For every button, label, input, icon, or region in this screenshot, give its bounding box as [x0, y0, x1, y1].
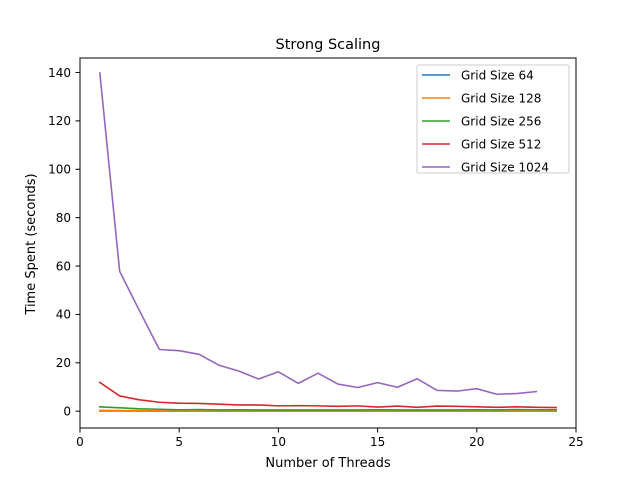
- chart-title: Strong Scaling: [276, 37, 381, 53]
- legend: Grid Size 64 Grid Size 128 Grid Size 256 Gr…: [417, 65, 569, 175]
- legend-label-3: Grid Size 256: [461, 115, 541, 129]
- legend-label-5: Grid Size 1024: [461, 161, 549, 175]
- y-axis-label: Time Spent (seconds): [24, 173, 39, 315]
- y-tick-label: 20: [56, 356, 71, 370]
- x-tick-label: 5: [175, 435, 183, 449]
- legend-label-2: Grid Size 128: [461, 92, 541, 106]
- x-tick-label: 15: [370, 435, 385, 449]
- legend-label-4: Grid Size 512: [461, 138, 541, 152]
- x-axis-label: Number of Threads: [265, 456, 390, 471]
- y-tick-label: 0: [63, 404, 71, 418]
- x-tick-label: 20: [469, 435, 484, 449]
- y-tick-label: 80: [56, 211, 71, 225]
- x-tick-label: 25: [568, 435, 583, 449]
- legend-label-1: Grid Size 64: [461, 69, 534, 83]
- y-tick-label: 120: [48, 114, 71, 128]
- x-tick-label: 10: [271, 435, 286, 449]
- x-tick-label: 0: [76, 435, 84, 449]
- y-tick-label: 140: [48, 66, 71, 80]
- y-tick-label: 100: [48, 163, 71, 177]
- y-tick-label: 60: [56, 259, 71, 273]
- y-tick-label: 40: [56, 308, 71, 322]
